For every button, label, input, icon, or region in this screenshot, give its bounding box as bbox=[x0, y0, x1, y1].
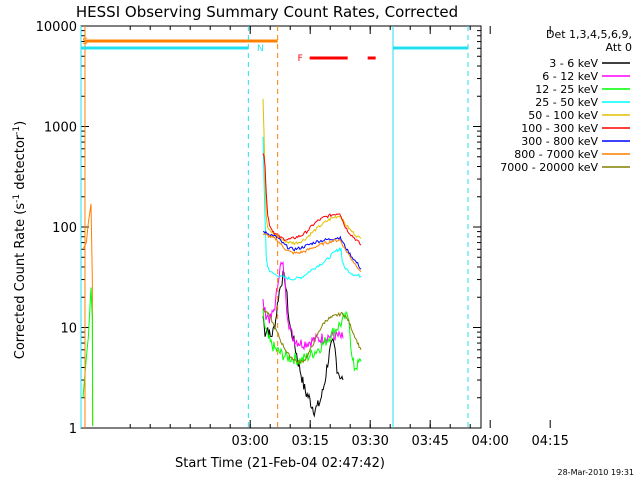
legend-header-detectors: Det 1,3,4,5,6,9, bbox=[546, 28, 632, 41]
y-axis-label-sup2: -1 bbox=[12, 126, 22, 135]
legend-label: 6 - 12 keV bbox=[542, 70, 598, 83]
legend-label: 300 - 800 keV bbox=[521, 135, 598, 148]
series-line bbox=[262, 270, 344, 418]
saa-flag-label: S bbox=[82, 37, 88, 47]
axis-ticks: 1 10 100 1000 10000 03:00 03:15 03:30 03:45 04:00… bbox=[36, 20, 569, 449]
legend-label: 3 - 6 keV bbox=[549, 57, 598, 70]
series-line bbox=[262, 153, 362, 246]
x-tick-label: 03:30 bbox=[351, 434, 388, 449]
x-tick-label: 03:00 bbox=[231, 434, 268, 449]
series-line bbox=[262, 308, 362, 372]
y-tick-label: 1 bbox=[69, 422, 77, 437]
y-tick-label: 10000 bbox=[36, 20, 77, 35]
series-line bbox=[262, 260, 344, 351]
flare-flag-label: F bbox=[298, 54, 303, 64]
flag-markers: S N F bbox=[80, 26, 469, 428]
series-line bbox=[262, 98, 362, 246]
legend-label: 25 - 50 keV bbox=[535, 96, 598, 109]
x-axis-label: Start Time (21-Feb-04 02:47:42) bbox=[175, 456, 385, 471]
legend-label: 800 - 7000 keV bbox=[514, 148, 598, 161]
x-tick-label: 04:15 bbox=[531, 434, 568, 449]
y-tick-label: 10 bbox=[60, 322, 77, 337]
x-tick-label: 03:45 bbox=[411, 434, 448, 449]
y-tick-label: 1000 bbox=[44, 121, 77, 136]
y-axis-label-end: ) bbox=[13, 121, 28, 126]
series-line bbox=[262, 136, 362, 281]
night-flag-label: N bbox=[257, 44, 264, 54]
y-axis-label: Corrected Count Rate (s-1 detector-1) bbox=[12, 121, 28, 359]
y-tick-label: 100 bbox=[52, 221, 77, 236]
series-line bbox=[262, 233, 362, 272]
legend-label: 50 - 100 keV bbox=[528, 109, 598, 122]
x-tick-label: 04:00 bbox=[471, 434, 508, 449]
legend-label: 12 - 25 keV bbox=[535, 83, 598, 96]
series-line-early bbox=[82, 287, 94, 426]
series-line bbox=[262, 230, 362, 270]
x-tick-label: 03:15 bbox=[291, 434, 328, 449]
generated-timestamp: 28-Mar-2010 19:31 bbox=[558, 468, 635, 477]
chart-title: HESSI Observing Summary Count Rates, Cor… bbox=[76, 3, 458, 21]
y-axis-label-sup1: -1 bbox=[12, 194, 22, 203]
legend-label: 100 - 300 keV bbox=[521, 122, 598, 135]
legend-header-attenuator: Att 0 bbox=[606, 41, 632, 54]
series-line bbox=[262, 308, 362, 366]
series-lines bbox=[82, 98, 362, 426]
series-line-early bbox=[82, 203, 94, 426]
y-axis-label-main: Corrected Count Rate (s bbox=[13, 203, 28, 360]
y-axis-label-mid: detector bbox=[13, 134, 28, 194]
legend-label: 7000 - 20000 keV bbox=[500, 161, 598, 174]
